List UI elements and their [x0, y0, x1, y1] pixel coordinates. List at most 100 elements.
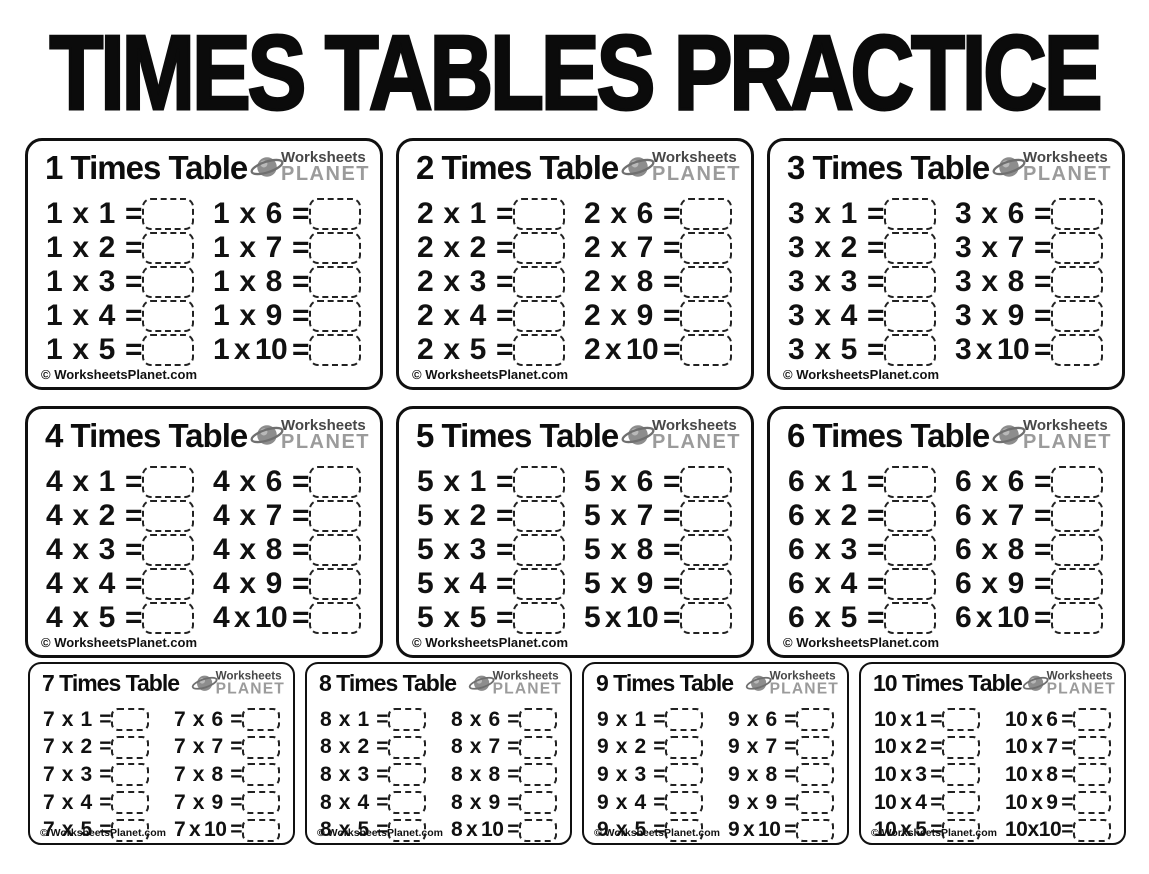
- answer-box[interactable]: [513, 500, 565, 532]
- answer-box[interactable]: [513, 232, 565, 264]
- answer-box[interactable]: [142, 198, 194, 230]
- answer-box[interactable]: [942, 763, 980, 787]
- answer-box[interactable]: [519, 735, 557, 759]
- answer-box[interactable]: [388, 818, 426, 842]
- answer-box[interactable]: [796, 791, 834, 815]
- answer-box[interactable]: [680, 334, 732, 366]
- answer-box[interactable]: [242, 735, 280, 759]
- answer-box[interactable]: [513, 334, 565, 366]
- answer-box[interactable]: [142, 466, 194, 498]
- answer-box[interactable]: [111, 735, 149, 759]
- answer-box[interactable]: [665, 818, 703, 842]
- answer-box[interactable]: [309, 534, 361, 566]
- answer-box[interactable]: [309, 334, 361, 366]
- answer-box[interactable]: [242, 791, 280, 815]
- answer-box[interactable]: [513, 466, 565, 498]
- answer-box[interactable]: [513, 568, 565, 600]
- answer-box[interactable]: [1051, 300, 1103, 332]
- answer-box[interactable]: [680, 300, 732, 332]
- answer-box[interactable]: [884, 198, 936, 230]
- answer-box[interactable]: [942, 791, 980, 815]
- answer-box[interactable]: [796, 735, 834, 759]
- answer-box[interactable]: [942, 735, 980, 759]
- answer-box[interactable]: [942, 818, 980, 842]
- answer-box[interactable]: [388, 763, 426, 787]
- answer-box[interactable]: [680, 198, 732, 230]
- answer-box[interactable]: [680, 500, 732, 532]
- answer-box[interactable]: [388, 708, 426, 732]
- answer-box[interactable]: [242, 818, 280, 842]
- answer-box[interactable]: [884, 534, 936, 566]
- answer-box[interactable]: [142, 300, 194, 332]
- answer-box[interactable]: [309, 568, 361, 600]
- answer-box[interactable]: [142, 602, 194, 634]
- answer-box[interactable]: [1051, 334, 1103, 366]
- answer-box[interactable]: [309, 602, 361, 634]
- answer-box[interactable]: [142, 500, 194, 532]
- answer-box[interactable]: [942, 708, 980, 732]
- answer-box[interactable]: [680, 568, 732, 600]
- answer-box[interactable]: [1073, 708, 1111, 732]
- answer-box[interactable]: [665, 791, 703, 815]
- answer-box[interactable]: [884, 334, 936, 366]
- answer-box[interactable]: [1051, 266, 1103, 298]
- answer-box[interactable]: [142, 334, 194, 366]
- answer-box[interactable]: [1051, 198, 1103, 230]
- answer-box[interactable]: [884, 466, 936, 498]
- answer-box[interactable]: [680, 266, 732, 298]
- answer-box[interactable]: [111, 708, 149, 732]
- answer-box[interactable]: [1073, 763, 1111, 787]
- answer-box[interactable]: [309, 500, 361, 532]
- answer-box[interactable]: [309, 266, 361, 298]
- answer-box[interactable]: [519, 763, 557, 787]
- answer-box[interactable]: [1073, 791, 1111, 815]
- answer-box[interactable]: [680, 232, 732, 264]
- answer-box[interactable]: [665, 763, 703, 787]
- answer-box[interactable]: [142, 232, 194, 264]
- answer-box[interactable]: [111, 791, 149, 815]
- answer-box[interactable]: [242, 763, 280, 787]
- answer-box[interactable]: [884, 232, 936, 264]
- answer-box[interactable]: [513, 300, 565, 332]
- answer-box[interactable]: [513, 602, 565, 634]
- answer-box[interactable]: [111, 763, 149, 787]
- answer-box[interactable]: [388, 791, 426, 815]
- answer-box[interactable]: [309, 466, 361, 498]
- answer-box[interactable]: [884, 266, 936, 298]
- answer-box[interactable]: [884, 500, 936, 532]
- answer-box[interactable]: [142, 534, 194, 566]
- answer-box[interactable]: [1051, 568, 1103, 600]
- answer-box[interactable]: [519, 708, 557, 732]
- answer-box[interactable]: [142, 266, 194, 298]
- answer-box[interactable]: [665, 735, 703, 759]
- answer-box[interactable]: [796, 763, 834, 787]
- answer-box[interactable]: [513, 198, 565, 230]
- answer-box[interactable]: [309, 300, 361, 332]
- answer-box[interactable]: [388, 735, 426, 759]
- answer-box[interactable]: [1073, 735, 1111, 759]
- answer-box[interactable]: [513, 534, 565, 566]
- answer-box[interactable]: [884, 602, 936, 634]
- answer-box[interactable]: [884, 300, 936, 332]
- answer-box[interactable]: [111, 818, 149, 842]
- answer-box[interactable]: [1051, 602, 1103, 634]
- answer-box[interactable]: [1051, 232, 1103, 264]
- answer-box[interactable]: [1073, 818, 1111, 842]
- answer-box[interactable]: [1051, 466, 1103, 498]
- answer-box[interactable]: [519, 791, 557, 815]
- answer-box[interactable]: [309, 232, 361, 264]
- answer-box[interactable]: [796, 708, 834, 732]
- answer-box[interactable]: [796, 818, 834, 842]
- answer-box[interactable]: [680, 534, 732, 566]
- answer-box[interactable]: [519, 818, 557, 842]
- answer-box[interactable]: [680, 602, 732, 634]
- answer-box[interactable]: [242, 708, 280, 732]
- answer-box[interactable]: [884, 568, 936, 600]
- answer-box[interactable]: [309, 198, 361, 230]
- answer-box[interactable]: [1051, 500, 1103, 532]
- answer-box[interactable]: [513, 266, 565, 298]
- answer-box[interactable]: [142, 568, 194, 600]
- answer-box[interactable]: [680, 466, 732, 498]
- answer-box[interactable]: [665, 708, 703, 732]
- answer-box[interactable]: [1051, 534, 1103, 566]
